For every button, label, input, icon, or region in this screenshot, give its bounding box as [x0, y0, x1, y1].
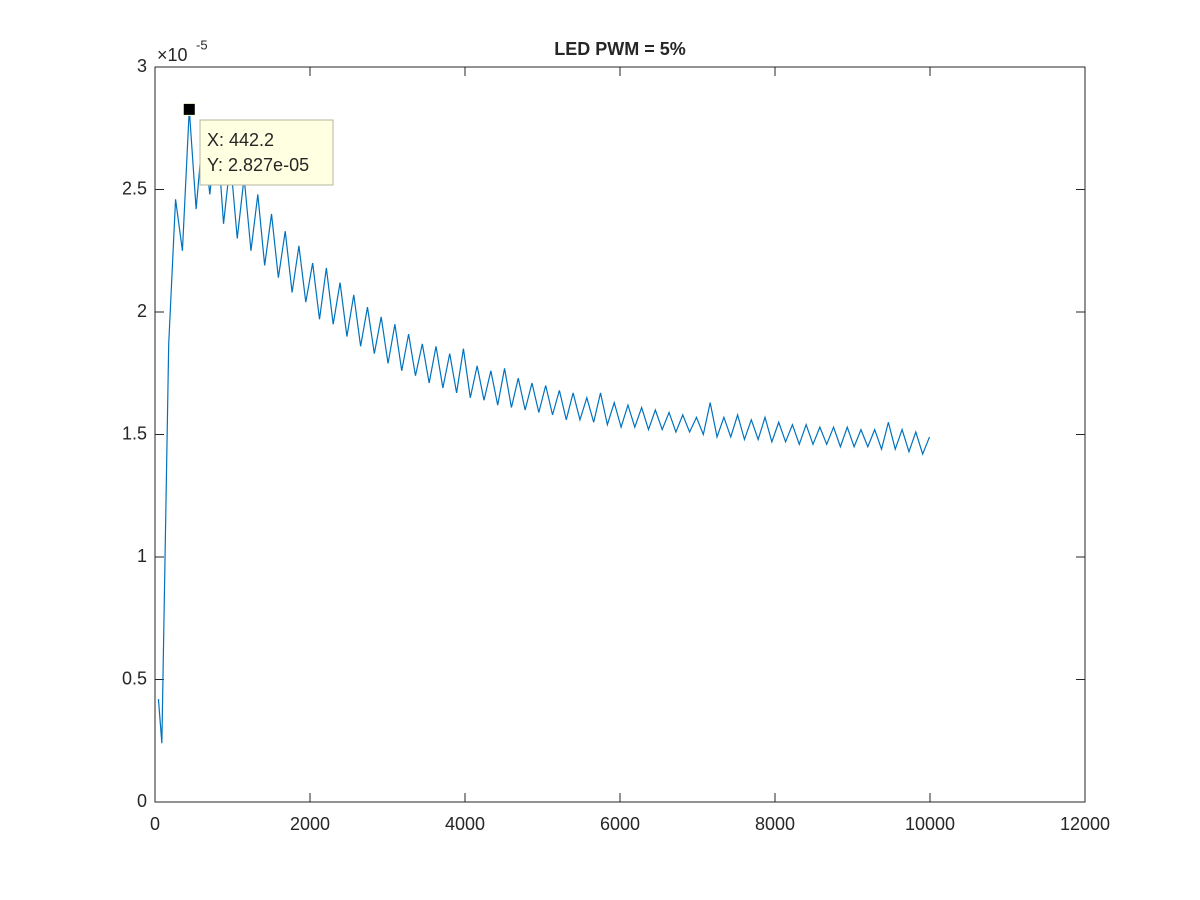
- y-tick-label: 0: [137, 791, 147, 811]
- y-tick-label: 1: [137, 546, 147, 566]
- y-tick-label: 3: [137, 56, 147, 76]
- data-line: [157, 109, 931, 744]
- x-tick-label: 8000: [755, 814, 795, 834]
- axis-multiplier: ×10: [157, 45, 188, 65]
- x-tick-label: 2000: [290, 814, 330, 834]
- datatip: X: 442.2 Y: 2.827e-05: [182, 102, 334, 186]
- x-tick-label: 10000: [905, 814, 955, 834]
- x-tick-label: 12000: [1060, 814, 1110, 834]
- datatip-y: Y: 2.827e-05: [207, 155, 309, 175]
- x-tick-label: 6000: [600, 814, 640, 834]
- y-tick-label: 1.5: [122, 423, 147, 443]
- chart-title: LED PWM = 5%: [554, 39, 686, 59]
- y-tick-label: 0.5: [122, 668, 147, 688]
- plot: 0 2000 4000 6000 8000 10000 12000 0 0.5 1 1.5 2 2.5 3: [122, 56, 1110, 834]
- x-tick-label: 0: [150, 814, 160, 834]
- datatip-box: [199, 119, 334, 186]
- x-tick-label: 4000: [445, 814, 485, 834]
- axis-exponent: -5: [196, 37, 208, 52]
- y-tick-label: 2.5: [122, 178, 147, 198]
- datatip-marker: [182, 102, 196, 116]
- datatip-x: X: 442.2: [207, 130, 274, 150]
- y-tick-label: 2: [137, 301, 147, 321]
